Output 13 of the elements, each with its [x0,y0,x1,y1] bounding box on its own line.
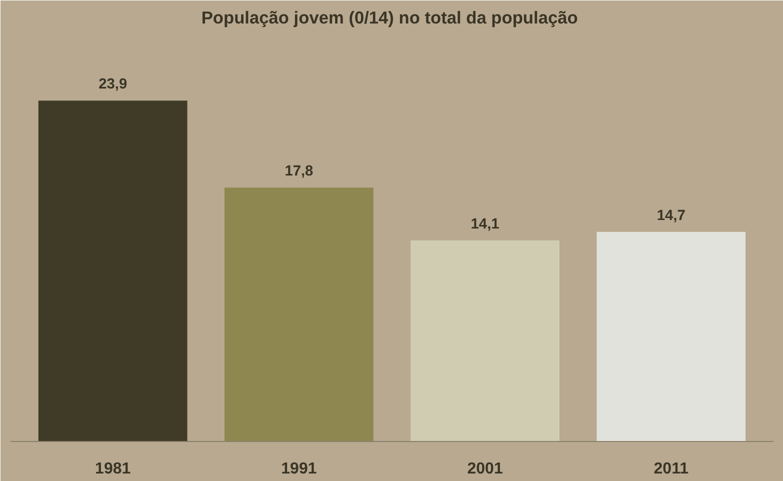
bar [596,232,746,442]
x-tick-label: 1981 [95,460,131,478]
data-label: 14,7 [656,208,686,224]
bar [410,240,560,442]
data-label: 23,9 [98,76,128,93]
bar [224,188,374,442]
data-label: 14,1 [470,216,500,232]
x-tick-label: 2011 [654,460,689,478]
data-label: 17,8 [284,164,314,180]
x-tick-label: 1991 [281,460,317,478]
x-tick-label: 2001 [467,460,503,478]
chart-title: População jovem (0/14) no total da população [201,8,578,28]
bar [38,100,188,442]
